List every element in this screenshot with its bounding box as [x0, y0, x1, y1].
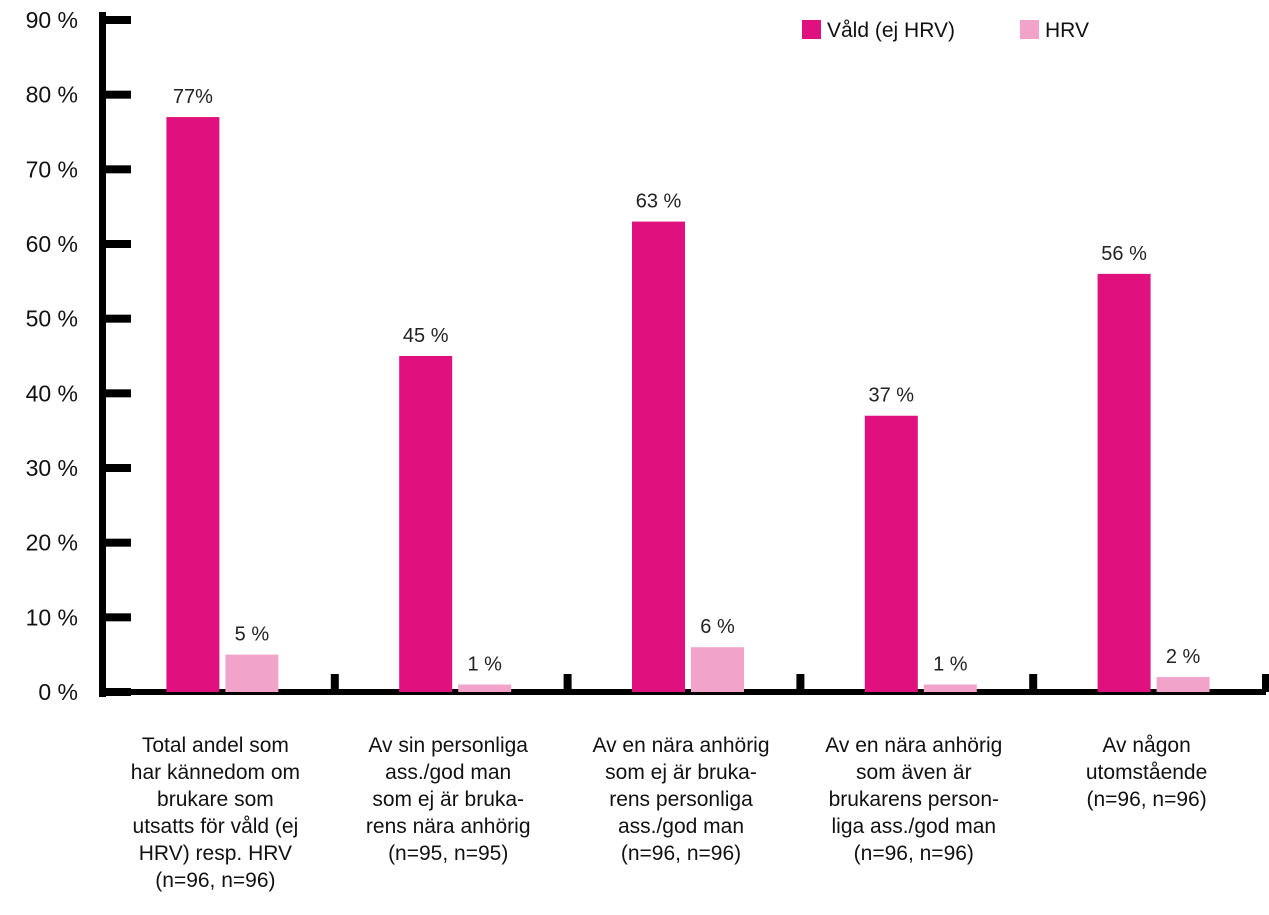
- bar-hrv-0: [225, 654, 279, 692]
- y-tick-label: 80 %: [26, 82, 78, 108]
- bars: [166, 117, 1210, 693]
- x-axis-separator: [563, 674, 572, 692]
- bar-vald-4: [1097, 273, 1151, 692]
- y-tick-label: 40 %: [26, 380, 78, 406]
- category-label-line: Av någon: [1102, 734, 1190, 757]
- y-axis-ticks: 0 % 10 % 20 % 30 % 40 % 50 % 60 % 70 % 80 % 90 %: [26, 7, 131, 705]
- legend-swatch: [802, 20, 821, 39]
- y-tick-label: 50 %: [26, 306, 78, 332]
- category-label-line: utomstående: [1086, 761, 1207, 784]
- category-label-line: Av en nära anhörig: [825, 734, 1002, 757]
- category-label-line: som ej är bruka-: [372, 788, 524, 811]
- y-tick-mark: [99, 688, 131, 696]
- y-axis-line: [99, 12, 106, 697]
- data-label: 2 %: [1166, 646, 1201, 668]
- category-label-line: rens personliga: [609, 788, 753, 811]
- data-label: 63 %: [636, 191, 682, 213]
- bar-hrv-2: [691, 647, 744, 692]
- category-label-line: ass./god man: [618, 815, 744, 838]
- category-label-line: som även är: [856, 761, 972, 784]
- category-label-line: (n=96, n=96): [854, 842, 974, 865]
- data-label: 5 %: [235, 624, 270, 646]
- y-tick-mark: [99, 314, 131, 323]
- category-label-line: liga ass./god man: [831, 815, 996, 838]
- category-label: Av en nära anhörig som även är brukarens p…: [825, 734, 1002, 865]
- y-tick-label: 0 %: [38, 679, 78, 705]
- category-label-line: Av en nära anhörig: [592, 734, 769, 757]
- category-labels: Total andel som har kännedom om brukare so…: [131, 734, 1208, 892]
- category-label-line: ass./god man: [385, 761, 511, 784]
- y-tick-mark: [99, 90, 131, 99]
- category-label-line: (n=95, n=95): [388, 842, 508, 865]
- category-label-line: rens nära anhörig: [366, 815, 531, 838]
- y-tick-mark: [99, 165, 131, 174]
- y-tick-label: 20 %: [26, 530, 78, 556]
- y-tick-mark: [99, 613, 131, 622]
- data-label: 6 %: [700, 616, 735, 638]
- y-tick-mark: [99, 538, 131, 547]
- bar-hrv-3: [923, 684, 977, 692]
- y-tick-mark: [99, 240, 131, 248]
- category-label: Av en nära anhörig som ej är bruka-rens p…: [592, 734, 769, 865]
- data-labels: 77% 5 % 45 % 1 % 63 % 6 % 37 % 1 % 56 % 2 %: [173, 86, 1201, 675]
- category-label: Total andel som har kännedom om brukare so…: [131, 734, 300, 892]
- category-label-line: (n=96, n=96): [1086, 788, 1206, 811]
- y-tick-mark: [99, 464, 131, 472]
- bar-hrv-4: [1156, 677, 1210, 692]
- category-label-line: brukare som: [157, 788, 274, 811]
- category-label-line: som ej är bruka-: [605, 761, 757, 784]
- category-label-line: HRV) resp. HRV: [139, 842, 292, 865]
- category-label: Av någon utomstående (n=96, n=96): [1086, 734, 1207, 811]
- bar-vald-0: [166, 117, 220, 693]
- data-label: 77%: [173, 86, 213, 108]
- y-tick-label: 90 %: [26, 7, 78, 33]
- legend-label: Våld (ej HRV): [827, 19, 955, 42]
- category-label-line: (n=96, n=96): [155, 869, 275, 892]
- bar-vald-2: [632, 221, 685, 692]
- y-tick-label: 70 %: [26, 156, 78, 182]
- category-label-line: Total andel som: [142, 734, 289, 757]
- legend-swatch: [1020, 20, 1039, 39]
- category-label-line: Av sin personliga: [368, 734, 528, 757]
- category-label-line: (n=96, n=96): [621, 842, 741, 865]
- y-tick-label: 60 %: [26, 231, 78, 257]
- x-axis-separator: [796, 674, 805, 692]
- x-axis-separator: [1262, 674, 1269, 692]
- y-tick-label: 30 %: [26, 455, 78, 481]
- category-label: Av sin personliga ass./god man som ej är b…: [366, 734, 531, 865]
- data-label: 37 %: [869, 385, 915, 407]
- y-tick-mark: [99, 389, 131, 398]
- x-axis-separator: [1029, 674, 1038, 692]
- data-label: 45 %: [403, 325, 449, 347]
- y-tick-label: 10 %: [26, 604, 78, 630]
- x-axis-separator: [330, 674, 339, 692]
- category-label-line: utsatts för våld (ej: [133, 815, 299, 838]
- category-label-line: har kännedom om: [131, 761, 300, 784]
- category-label-line: brukarens person-: [829, 788, 999, 811]
- y-tick-mark: [99, 16, 131, 24]
- legend-label: HRV: [1045, 19, 1089, 42]
- bar-vald-3: [864, 415, 918, 692]
- bar-hrv-1: [458, 684, 512, 692]
- data-label: 1 %: [933, 654, 968, 676]
- legend: Våld (ej HRV) HRV: [802, 19, 1089, 42]
- data-label: 1 %: [467, 654, 502, 676]
- data-label: 56 %: [1101, 243, 1147, 265]
- bar-vald-1: [399, 356, 453, 692]
